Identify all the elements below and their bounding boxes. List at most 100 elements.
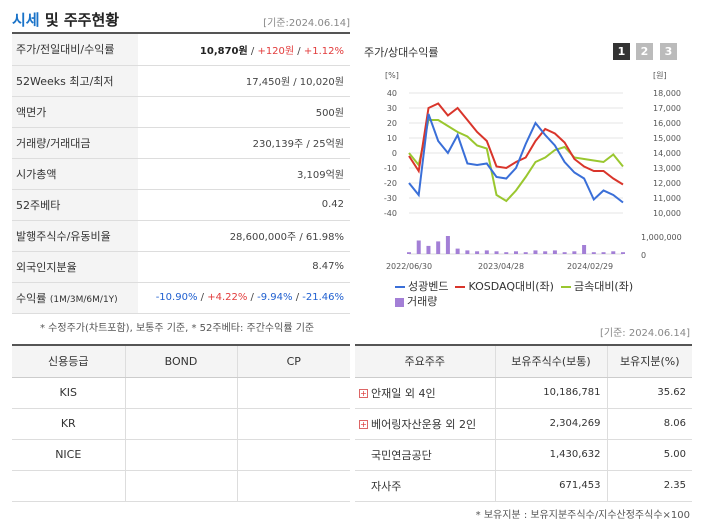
agency-cell: KIS: [12, 377, 125, 409]
volume-bars: [407, 236, 625, 255]
legend-item-metal: 금속대비(좌): [560, 280, 633, 293]
row-label: 발행주식수/유동비율: [12, 220, 138, 252]
volume-bar: [475, 251, 480, 254]
column-header: BOND: [124, 344, 237, 378]
legend-line-icon: [455, 286, 466, 288]
table-row: + 베어링자산운용 외 2인 2,304,269 8.06: [355, 408, 692, 440]
volume-bar: [543, 251, 548, 254]
legend: 성광벤드 KOSDAQ대비(좌) 금속대비(좌): [395, 278, 633, 294]
expand-icon[interactable]: +: [359, 389, 368, 398]
table-header-row: 주요주주 보유주식수(보통) 보유지분(%): [355, 344, 692, 378]
chart-tab-2[interactable]: 2: [636, 43, 653, 60]
table-row: 52주베타 0.42: [12, 189, 350, 221]
volume-bar: [552, 250, 557, 254]
table-row: 시가총액 3,109억원: [12, 158, 350, 190]
holders-date: [기준: 2024.06.14]: [599, 328, 690, 339]
right-unit: [원]: [653, 71, 667, 80]
legend-item-volume: 거래량: [395, 293, 437, 309]
volume-bar: [523, 252, 528, 254]
left-tick-label: -20: [384, 179, 397, 188]
stock-line: [408, 113, 624, 204]
table-row: 외국인지분율 8.47%: [12, 251, 350, 283]
credit-table: 신용등급 BOND CP KIS KR NICE: [12, 344, 350, 502]
left-tick-label: -10: [384, 164, 397, 173]
volume-bar: [582, 245, 587, 254]
left-tick-label: 30: [387, 104, 397, 113]
cp-cell: [236, 439, 350, 471]
table-row: 자사주 671,453 2.35: [355, 470, 692, 502]
cp-cell: [236, 408, 350, 440]
right-tick-label: 17,000: [653, 104, 681, 113]
holder-shares: 1,430,632: [494, 439, 607, 471]
volume-bar: [407, 252, 411, 254]
volume-bar: [562, 252, 567, 254]
row-value: 0.42: [138, 189, 350, 221]
bond-cell: [124, 408, 237, 440]
volume-bar: [455, 248, 460, 254]
bond-cell: [124, 470, 237, 502]
x-tick-label: 2022/06/30: [386, 262, 432, 271]
x-axis-ticks: 2022/06/30 2023/04/28 2024/02/29: [386, 262, 613, 271]
row-label: 수익률 (1M/3M/6M/1Y): [12, 282, 138, 314]
price-values: 10,870원 / +120원 / +1.12%: [138, 34, 350, 66]
legend-line-icon: [560, 286, 571, 288]
chart-tab-1[interactable]: 1: [613, 43, 630, 60]
left-axis-ticks: 40 30 20 10 0 -10 -20 -30 -40: [384, 89, 397, 218]
expand-icon[interactable]: +: [359, 420, 368, 429]
column-header: 보유지분(%): [606, 344, 692, 378]
holder-pct: 8.06: [606, 408, 692, 440]
divider: [12, 32, 350, 34]
bond-cell: [124, 439, 237, 471]
table-row: KR: [12, 408, 350, 440]
row-value: 17,450원 / 10,020원: [138, 65, 350, 97]
volume-bar: [416, 240, 421, 254]
volume-tick-bottom: 0: [641, 251, 646, 260]
right-tick-label: 14,000: [653, 149, 681, 158]
holder-shares: 671,453: [494, 470, 607, 502]
volume-bar: [494, 251, 499, 254]
table-row: + 안재일 외 4인 10,186,781 35.62: [355, 377, 692, 409]
row-value: 500원: [138, 96, 350, 128]
holders-table: 주요주주 보유주식수(보통) 보유지분(%) + 안재일 외 4인 10,186,…: [355, 344, 692, 502]
agency-cell: [12, 470, 125, 502]
volume-bar: [484, 250, 489, 254]
right-tick-label: 11,000: [653, 194, 681, 203]
holder-name: + 베어링자산운용 외 2인: [355, 408, 495, 440]
legend-item-kosdaq: KOSDAQ대비(좌): [455, 280, 554, 293]
row-value: 230,139주 / 25억원: [138, 127, 350, 159]
volume-bar: [445, 236, 450, 254]
volume-bar: [611, 251, 616, 254]
quote-table: 주가/전일대비/수익률 10,870원 / +120원 / +1.12% 52W…: [12, 34, 350, 314]
volume-bar: [465, 250, 470, 254]
row-value: 8.47%: [138, 251, 350, 283]
right-tick-label: 16,000: [653, 119, 681, 128]
table-row: [12, 470, 350, 502]
row-value: 3,109억원: [138, 158, 350, 190]
left-tick-label: 20: [387, 119, 397, 128]
row-label: 시가총액: [12, 158, 138, 190]
agency-cell: NICE: [12, 439, 125, 471]
holder-pct: 2.35: [606, 470, 692, 502]
volume-bar: [436, 241, 441, 254]
volume-tick-top: 1,000,000: [641, 233, 682, 242]
holder-pct: 35.62: [606, 377, 692, 409]
base-date: [기준:2024.06.14]: [263, 18, 350, 29]
table-row: 발행주식수/유동비율 28,600,000주 / 61.98%: [12, 220, 350, 252]
table-header-row: 신용등급 BOND CP: [12, 344, 350, 378]
row-label: 52주베타: [12, 189, 138, 221]
column-header: CP: [236, 344, 350, 378]
holder-shares: 10,186,781: [494, 377, 607, 409]
row-label: 52Weeks 최고/최저: [12, 65, 138, 97]
right-tick-label: 10,000: [653, 209, 681, 218]
right-tick-label: 12,000: [653, 179, 681, 188]
legend-box-icon: [395, 297, 404, 307]
chart-tab-3[interactable]: 3: [660, 43, 677, 60]
volume-bar: [591, 252, 596, 254]
volume-bar: [533, 250, 538, 254]
column-header: 보유주식수(보통): [494, 344, 607, 378]
left-tick-label: -40: [384, 209, 397, 218]
volume-bar: [621, 252, 625, 254]
table-row: 거래량/거래대금 230,139주 / 25억원: [12, 127, 350, 159]
table-row: KIS: [12, 377, 350, 409]
legend-item-stock: 성광벤드: [395, 280, 448, 293]
